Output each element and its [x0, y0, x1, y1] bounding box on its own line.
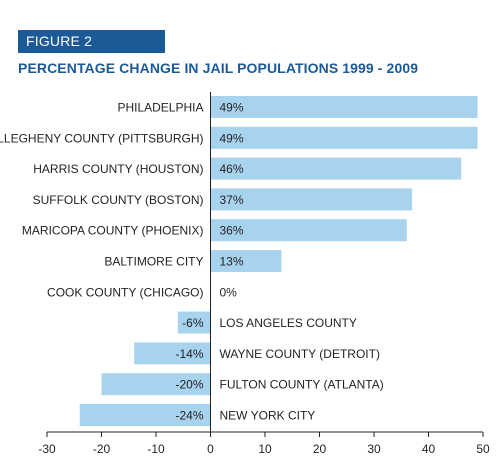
category-label: ALLEGHENY COUNTY (PITTSBURGH) [0, 131, 204, 145]
bar [177, 311, 211, 334]
value-label: -24% [175, 409, 203, 423]
value-label: 37% [220, 193, 244, 207]
value-label: -6% [182, 316, 204, 330]
value-label: -20% [175, 378, 203, 392]
bar [210, 126, 478, 149]
bar [79, 404, 211, 426]
category-label: HARRIS COUNTY (HOUSTON) [33, 162, 203, 176]
category-label: SUFFOLK COUNTY (BOSTON) [33, 193, 204, 207]
x-tick-label: 30 [367, 442, 381, 456]
x-tick-label: -20 [93, 442, 111, 456]
x-tick-label: 50 [476, 442, 490, 456]
bar [210, 96, 478, 118]
bar [134, 342, 211, 365]
bar [210, 219, 407, 242]
x-tick-label: 40 [422, 442, 436, 456]
category-label: COOK COUNTY (CHICAGO) [47, 285, 203, 299]
value-label: 13% [220, 255, 244, 269]
category-label: FULTON COUNTY (ATLANTA) [220, 378, 384, 392]
x-tick-label: -10 [147, 442, 165, 456]
x-tick-label: 20 [313, 442, 327, 456]
x-tick-label: 10 [258, 442, 272, 456]
value-label: 49% [220, 101, 244, 115]
category-label: BALTIMORE CITY [104, 255, 203, 269]
figure-label: FIGURE 2 [18, 30, 165, 53]
chart-title: PERCENTAGE CHANGE IN JAIL POPULATIONS 19… [18, 60, 419, 76]
value-label: 46% [220, 162, 244, 176]
category-label: MARICOPA COUNTY (PHOENIX) [22, 224, 204, 238]
category-label: PHILADELPHIA [117, 101, 203, 115]
bar [210, 188, 413, 211]
value-label: 0% [220, 285, 238, 299]
value-label: 36% [220, 224, 244, 238]
category-label: LOS ANGELES COUNTY [220, 316, 357, 330]
bar [210, 157, 462, 180]
x-tick-label: -30 [38, 442, 56, 456]
bar [101, 373, 211, 396]
value-label: 49% [220, 131, 244, 145]
x-tick-label: 0 [207, 442, 214, 456]
bar [210, 250, 282, 272]
category-label: WAYNE COUNTY (DETROIT) [220, 347, 380, 361]
category-label: NEW YORK CITY [220, 409, 316, 423]
value-label: -14% [175, 347, 203, 361]
